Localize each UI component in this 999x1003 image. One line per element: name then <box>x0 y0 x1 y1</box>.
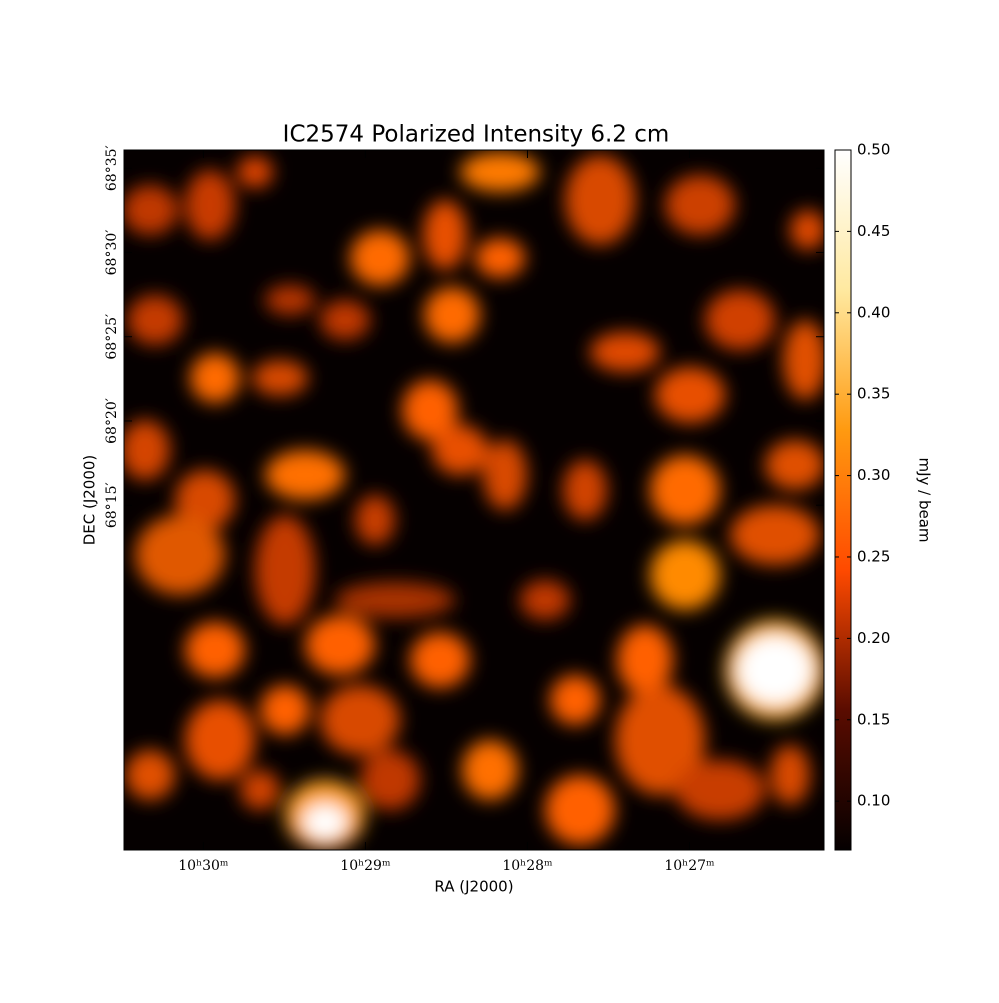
colorbar-tick-label: 0.15 <box>857 710 890 728</box>
x-axis-label: RA (J2000) <box>434 878 513 896</box>
colorbar-label: mJy / beam <box>916 457 934 542</box>
y-tick-label: 68°25′ <box>104 314 120 360</box>
x-tick-label: 10ʰ29ᵐ <box>340 858 391 874</box>
intensity-map <box>124 152 824 850</box>
y-tick-label: 68°20′ <box>104 398 120 444</box>
colorbar-tick-label: 0.10 <box>857 792 890 810</box>
y-tick-label: 68°35′ <box>104 145 120 191</box>
colorbar-tick-label: 0.30 <box>857 466 890 484</box>
x-tick-label: 10ʰ28ᵐ <box>502 858 553 874</box>
plot-frame <box>123 149 825 851</box>
colorbar-tick-label: 0.35 <box>857 385 890 403</box>
x-tick-label: 10ʰ30ᵐ <box>178 858 229 874</box>
colorbar-tick-label: 0.50 <box>857 141 890 159</box>
y-axis-label: DEC (J2000) <box>81 455 99 546</box>
colorbar <box>834 149 852 851</box>
colorbar-tick-label: 0.25 <box>857 547 890 565</box>
colorbar-tick-label: 0.45 <box>857 222 890 240</box>
x-tick-label: 10ʰ27ᵐ <box>664 858 715 874</box>
y-tick-label: 68°15′ <box>104 482 120 528</box>
chart-title: IC2574 Polarized Intensity 6.2 cm <box>283 122 670 148</box>
colorbar-tick-label: 0.20 <box>857 629 890 647</box>
y-tick-label: 68°30′ <box>104 230 120 276</box>
colorbar-tick-label: 0.40 <box>857 303 890 321</box>
